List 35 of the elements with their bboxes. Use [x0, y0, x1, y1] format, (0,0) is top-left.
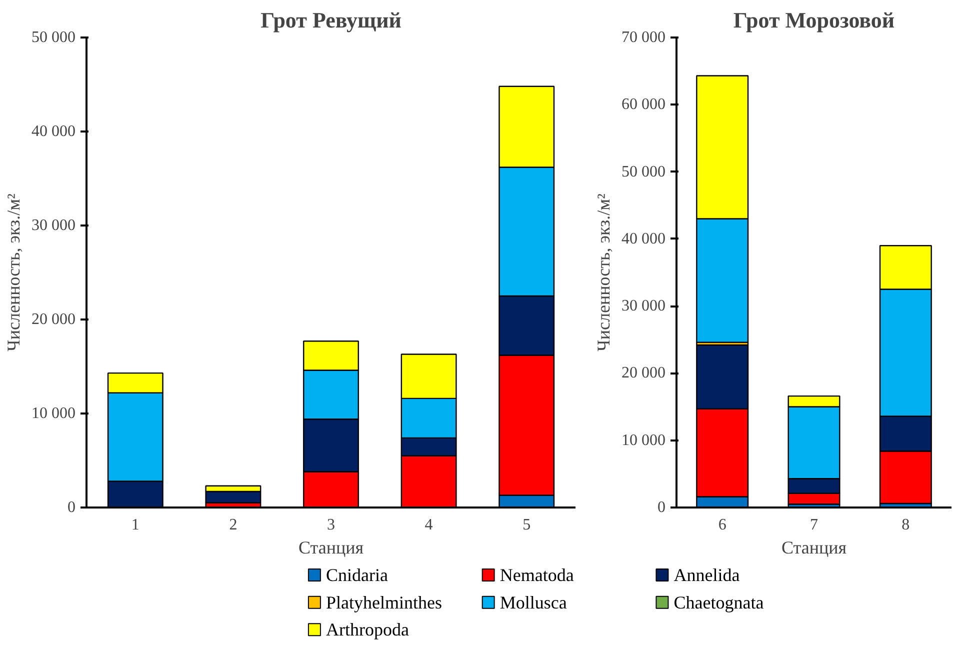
y-tick-label: 50 000 [622, 163, 666, 180]
legend-label: Platyhelminthes [326, 592, 442, 612]
x-tick-label: 5 [522, 516, 531, 534]
y-tick-label: 10 000 [622, 432, 666, 449]
y-tick-label: 60 000 [622, 96, 666, 114]
y-tick-label: 10 000 [32, 405, 76, 422]
y-axis-title: Численность, экз./м² [4, 194, 24, 352]
chart-title: Грот Ревущий [260, 8, 402, 32]
x-axis-title: Станция [298, 538, 364, 558]
y-tick-label: 0 [68, 499, 76, 516]
legend-label: Cnidaria [326, 565, 388, 586]
x-tick-label: 8 [902, 516, 910, 534]
x-tick-label: 7 [810, 516, 818, 534]
y-axis-title: Численность, экз./м² [594, 194, 614, 352]
y-tick-label: 40 000 [622, 230, 666, 248]
y-tick-label: 20 000 [622, 364, 666, 382]
y-tick-label: 30 000 [622, 298, 666, 315]
chart-title: Грот Морозовой [733, 8, 895, 32]
y-tick-label: 20 000 [32, 311, 76, 328]
legend-label: Nematoda [500, 565, 574, 586]
y-tick-label: 30 000 [32, 217, 76, 234]
y-tick-label: 0 [658, 499, 666, 516]
legend-label: Annelida [674, 565, 740, 586]
x-tick-label: 6 [718, 516, 726, 534]
legend-label: Chaetognata [674, 592, 764, 612]
legend-label: Mollusca [500, 592, 567, 612]
legend-label: Arthropoda [326, 620, 410, 640]
y-tick-label: 40 000 [32, 123, 76, 140]
x-tick-label: 1 [131, 516, 140, 534]
y-tick-label: 70 000 [622, 29, 666, 46]
x-tick-label: 2 [229, 516, 238, 534]
x-tick-label: 4 [424, 516, 433, 534]
x-axis-title: Станция [781, 538, 847, 558]
x-tick-label: 3 [327, 516, 335, 534]
y-tick-label: 50 000 [32, 29, 76, 46]
